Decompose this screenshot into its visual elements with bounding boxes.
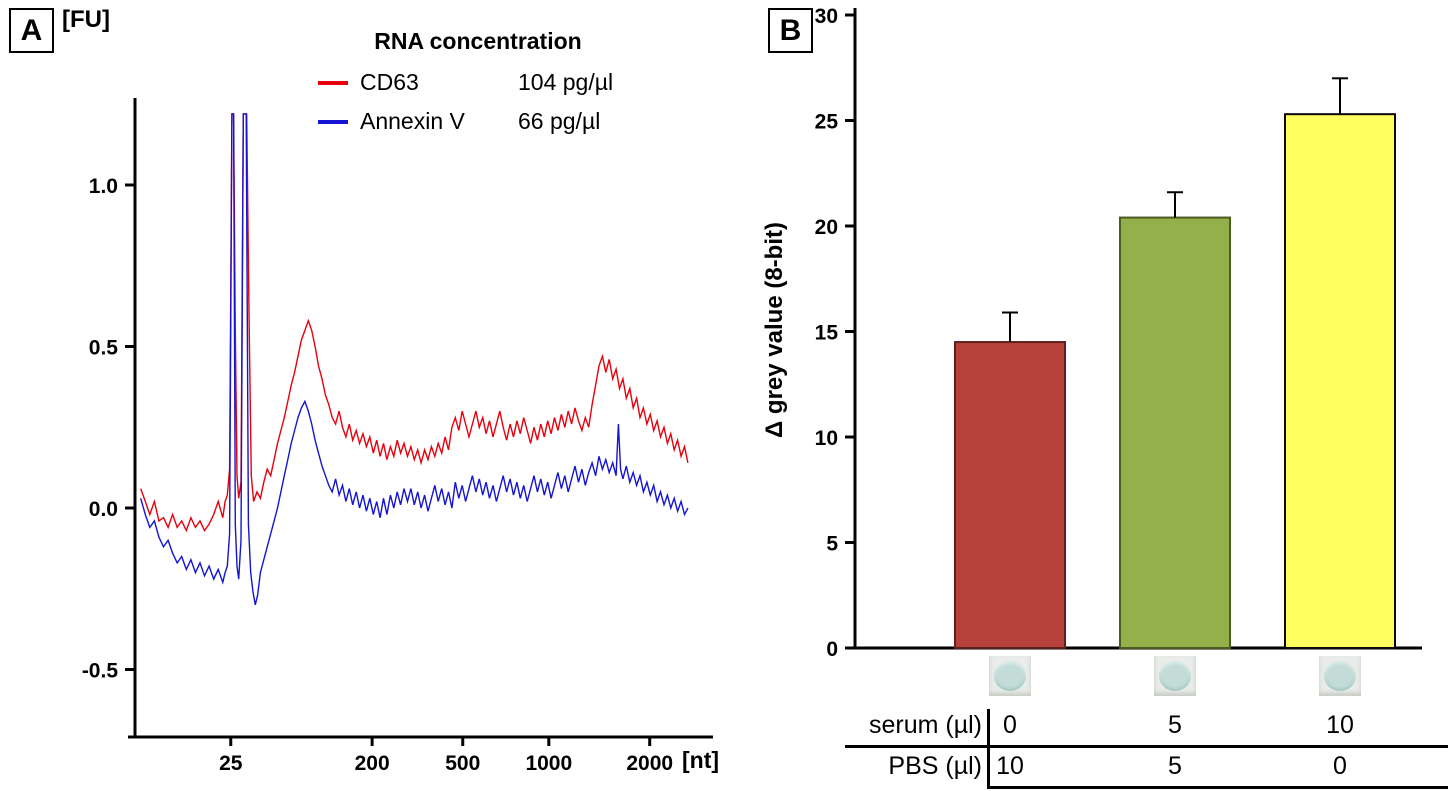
- legend-item-annexin-v: Annexin V 66 pg/µl: [318, 108, 638, 135]
- y-tick-label: -0.5: [82, 660, 119, 683]
- well-circle: [1324, 661, 1356, 691]
- x-tick-label: 25: [219, 752, 243, 775]
- bar: [954, 341, 1066, 649]
- x-tick-label: 1000: [525, 752, 572, 775]
- bar-chart: 0 5 10 15 20 25 30 Δ grey value (8-bit): [761, 5, 1422, 661]
- x-axis-unit-label: [nt]: [682, 747, 720, 773]
- legend: RNA concentration CD63 104 pg/µl Annexin…: [318, 28, 638, 147]
- y-axis-unit-label: [FU]: [62, 6, 110, 33]
- panel-label-b: B: [768, 8, 813, 53]
- legend-title: RNA concentration: [374, 28, 582, 54]
- y-tick-label: 0: [826, 638, 838, 661]
- cd63-color-dash-icon: [318, 80, 348, 85]
- well-photo: [989, 656, 1031, 696]
- x-tick-label: 500: [445, 752, 480, 775]
- electropherogram-chart: -0.5 0.0 0.5 1.0 25 200 500 1000 2000: [82, 98, 713, 775]
- legend-series-concentration: 66 pg/µl: [518, 108, 601, 134]
- trace-annexin-v: [140, 113, 689, 606]
- bar: [1284, 113, 1396, 650]
- legend-series-name: Annexin V: [360, 108, 465, 134]
- y-tick-label: 25: [815, 111, 839, 134]
- y-tick-label: 0.5: [89, 337, 119, 360]
- well-circle: [1159, 661, 1191, 691]
- y-tick-label: 30: [815, 5, 838, 28]
- well-photo: [1154, 656, 1196, 696]
- trace-cd63: [140, 113, 689, 533]
- x-tick-label: 200: [355, 752, 390, 775]
- y-tick-label: 5: [826, 533, 838, 556]
- y-tick-label: 0.0: [89, 498, 118, 521]
- y-axis-label: Δ grey value (8-bit): [761, 222, 788, 438]
- well-photo: [1319, 656, 1361, 696]
- annexin-v-color-dash-icon: [318, 119, 348, 124]
- x-tick-label: 2000: [626, 752, 673, 775]
- y-tick-label: 1.0: [89, 175, 118, 198]
- panel-label-a: A: [9, 8, 54, 53]
- bar: [1119, 216, 1231, 649]
- legend-series-concentration: 104 pg/µl: [518, 69, 614, 95]
- legend-series-name: CD63: [360, 69, 419, 95]
- y-tick-label: 15: [815, 322, 839, 345]
- well-circle: [994, 661, 1026, 691]
- y-tick-label: 20: [815, 216, 838, 239]
- legend-item-cd63: CD63 104 pg/µl: [318, 69, 638, 96]
- y-tick-label: 10: [815, 427, 838, 450]
